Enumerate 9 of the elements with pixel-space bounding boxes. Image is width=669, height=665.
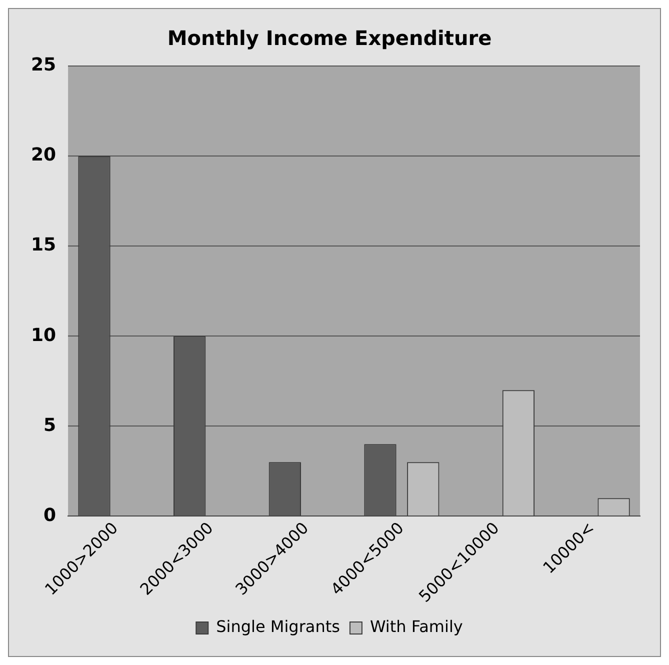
chart-title: Monthly Income Expenditure	[167, 26, 492, 50]
y-tick-label: 20	[30, 144, 56, 166]
y-tick-label: 15	[30, 234, 56, 256]
legend-label: With Family	[370, 617, 463, 636]
y-tick-label: 5	[44, 414, 56, 436]
y-tick-label: 25	[30, 54, 56, 76]
y-tick-label: 0	[44, 504, 56, 526]
y-tick-label: 10	[30, 324, 56, 346]
legend-label: Single Migrants	[216, 617, 340, 636]
